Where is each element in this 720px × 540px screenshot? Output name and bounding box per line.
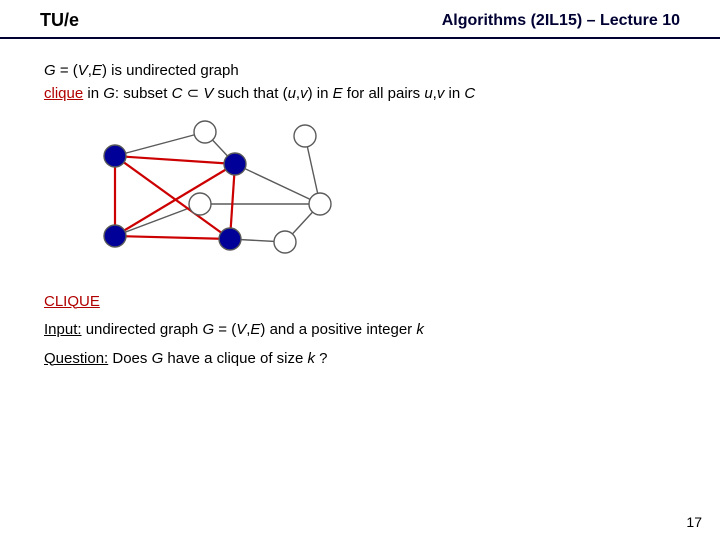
clique-node [219,228,241,250]
graph-edge [115,132,205,156]
clique-node [104,145,126,167]
input-label: Input: [44,321,82,338]
clique-edge [115,236,230,239]
graph-node [274,231,296,253]
graph-node [189,193,211,215]
clique-edge [115,156,235,164]
var-V: V [78,62,88,79]
definition-block: G = (V,E) is undirected graph clique in … [0,39,720,106]
question-label: Question: [44,350,108,367]
var-E: E [92,62,102,79]
subset-symbol: ⊂ [182,85,199,102]
problem-input: Input: undirected graph G = (V,E) and a … [44,316,676,345]
graph-edge [235,164,320,204]
term-clique: clique [44,85,83,102]
clique-diagram [60,114,390,274]
course-title: Algorithms (2IL15) – Lecture 10 [442,12,680,30]
clique-edge [115,164,235,236]
definition-line-1: G = (V,E) is undirected graph [44,59,676,82]
graph-node [194,121,216,143]
page-number: 17 [686,514,702,530]
clique-node [104,225,126,247]
definition-line-2: clique in G: subset C ⊂ V such that (u,v… [44,82,676,105]
var-G: G [44,62,56,79]
problem-question: Question: Does G have a clique of size k… [44,345,676,374]
clique-node [224,153,246,175]
problem-block: CLIQUE Input: undirected graph G = (V,E)… [0,274,720,374]
problem-name: CLIQUE [44,293,100,310]
slide-header: TU/e Algorithms (2IL15) – Lecture 10 [0,0,720,39]
graph-node [309,193,331,215]
institution-logo-text: TU/e [40,10,79,31]
graph-node [294,125,316,147]
